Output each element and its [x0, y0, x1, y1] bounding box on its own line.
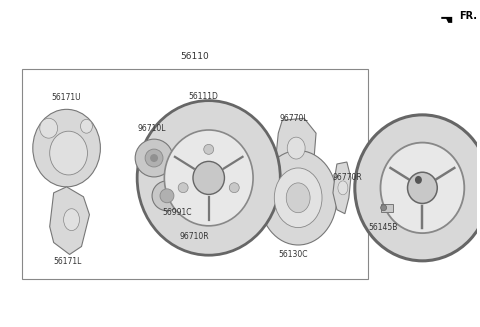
Ellipse shape [164, 130, 253, 226]
Text: 56991C: 56991C [162, 208, 192, 217]
Ellipse shape [229, 183, 239, 193]
Text: 56110: 56110 [180, 52, 209, 60]
Ellipse shape [145, 149, 163, 167]
Ellipse shape [287, 137, 305, 159]
Ellipse shape [204, 145, 214, 154]
Ellipse shape [81, 119, 93, 133]
Ellipse shape [338, 181, 348, 195]
Text: 96770R: 96770R [333, 173, 363, 182]
Ellipse shape [408, 172, 437, 203]
Polygon shape [441, 17, 452, 23]
Ellipse shape [150, 154, 158, 162]
Bar [381, 204, 393, 212]
Ellipse shape [274, 168, 322, 228]
Bar [22, 69, 368, 279]
Text: 56171U: 56171U [52, 93, 82, 102]
Text: 96710R: 96710R [180, 232, 210, 241]
Ellipse shape [381, 205, 386, 211]
Polygon shape [333, 162, 351, 214]
Ellipse shape [178, 183, 188, 193]
Ellipse shape [259, 150, 337, 245]
Ellipse shape [33, 109, 100, 187]
Ellipse shape [160, 189, 174, 203]
Ellipse shape [193, 162, 225, 195]
Text: 56145B: 56145B [368, 223, 397, 232]
Ellipse shape [135, 139, 173, 177]
Ellipse shape [137, 101, 280, 255]
Ellipse shape [286, 183, 310, 213]
Text: 96710L: 96710L [138, 124, 166, 133]
Ellipse shape [64, 209, 80, 231]
Polygon shape [276, 118, 316, 173]
Ellipse shape [381, 143, 464, 233]
Text: 56130C: 56130C [278, 250, 308, 259]
Text: 56171L: 56171L [53, 257, 82, 266]
Polygon shape [50, 187, 89, 254]
Ellipse shape [415, 176, 422, 184]
Text: 96770L: 96770L [280, 114, 309, 123]
Text: FR.: FR. [459, 11, 477, 21]
Ellipse shape [40, 118, 58, 138]
Ellipse shape [152, 181, 182, 211]
Text: 56111D: 56111D [189, 92, 219, 101]
Ellipse shape [355, 115, 480, 261]
Ellipse shape [50, 131, 87, 175]
